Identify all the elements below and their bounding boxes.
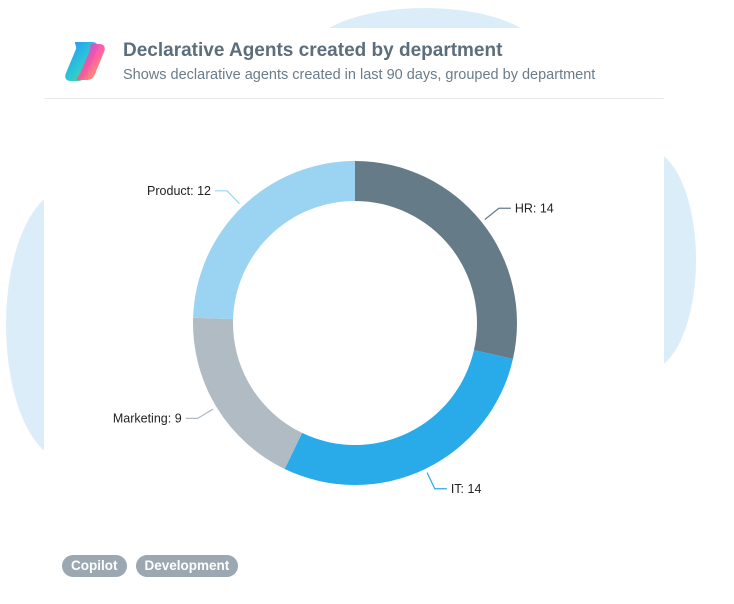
donut-slice-hr[interactable] xyxy=(355,161,517,360)
copilot-logo-icon xyxy=(65,42,105,81)
card-header: Declarative Agents created by department… xyxy=(44,28,664,99)
data-label-hr: HR: 14 xyxy=(515,201,554,215)
card-title: Declarative Agents created by department xyxy=(123,40,503,61)
leader-line-hr xyxy=(484,207,511,220)
data-label-marketing: Marketing: 9 xyxy=(113,411,182,425)
leader-line-it xyxy=(426,472,447,490)
donut-slice-it[interactable] xyxy=(284,350,513,485)
donut-slice-marketing[interactable] xyxy=(193,317,303,469)
tag-list: Copilot Development xyxy=(62,555,239,577)
leader-line-marketing xyxy=(185,408,214,419)
data-label-it: IT: 14 xyxy=(451,482,482,496)
chart-card: Declarative Agents created by department… xyxy=(44,28,664,604)
donut-chart: HR: 14 IT: 14 Marketing: 9 Product: 12 xyxy=(113,161,554,496)
data-label-product: Product: 12 xyxy=(147,184,211,198)
donut-slice-product[interactable] xyxy=(193,161,355,320)
card-subtitle: Shows declarative agents created in last… xyxy=(123,67,596,83)
tag-copilot[interactable]: Copilot xyxy=(62,555,127,577)
leader-line-product xyxy=(214,190,240,205)
tag-development[interactable]: Development xyxy=(135,555,239,577)
